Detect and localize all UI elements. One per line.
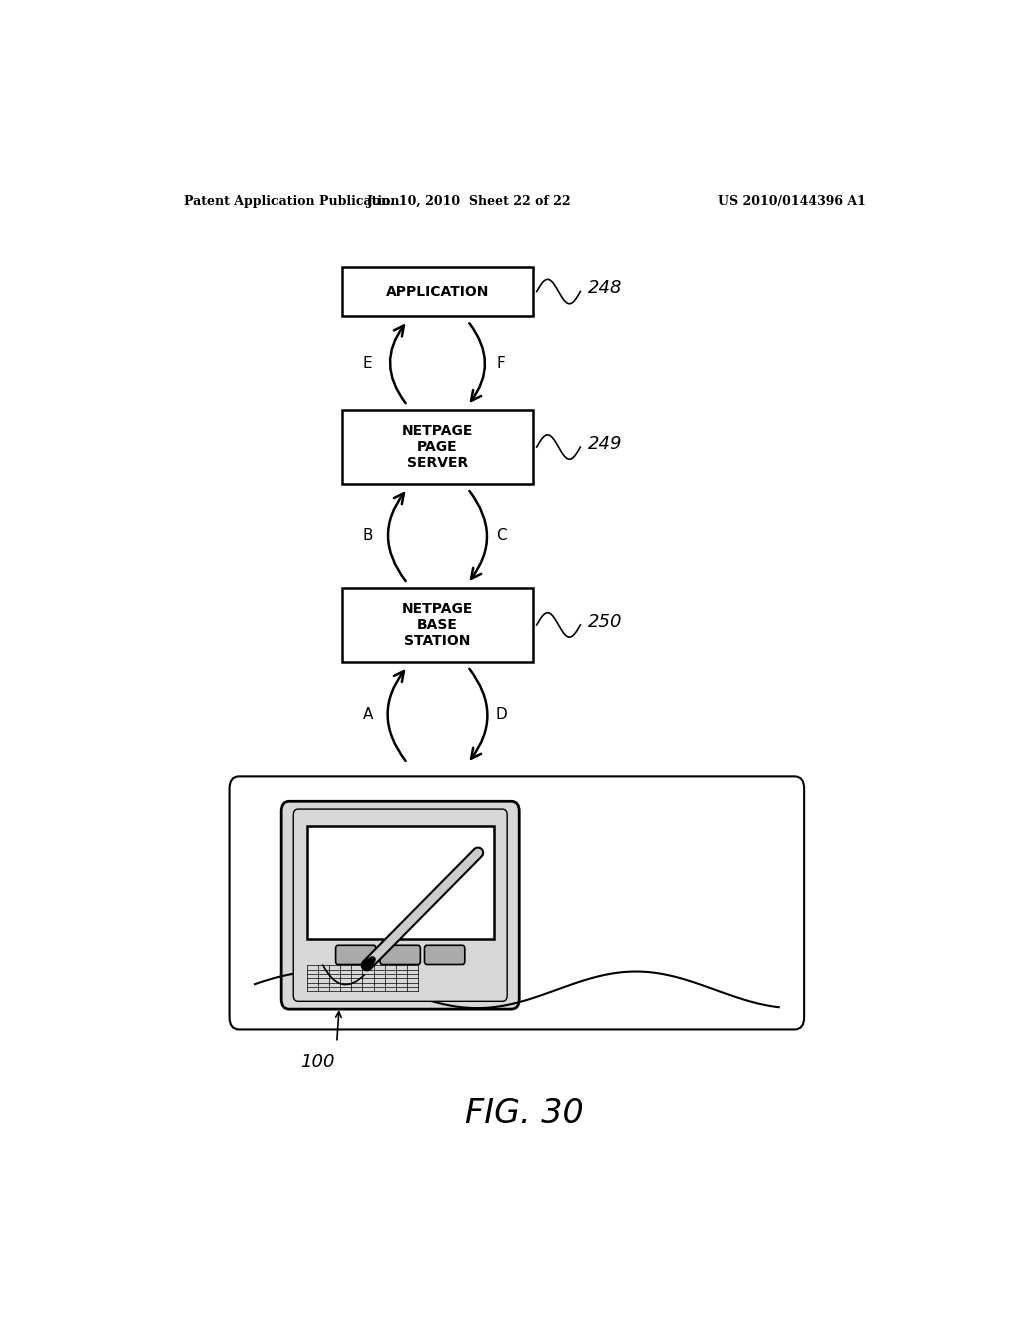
- Text: 100: 100: [300, 1053, 334, 1071]
- FancyBboxPatch shape: [229, 776, 804, 1030]
- Text: NETPAGE
BASE
STATION: NETPAGE BASE STATION: [401, 602, 473, 648]
- FancyBboxPatch shape: [425, 945, 465, 965]
- FancyBboxPatch shape: [307, 826, 494, 939]
- FancyBboxPatch shape: [282, 801, 519, 1008]
- Text: 250: 250: [588, 612, 623, 631]
- Text: Patent Application Publication: Patent Application Publication: [183, 194, 399, 207]
- Text: B: B: [362, 528, 373, 544]
- Text: NETPAGE
PAGE
SERVER: NETPAGE PAGE SERVER: [401, 424, 473, 470]
- Text: FIG. 30: FIG. 30: [466, 1097, 584, 1130]
- Text: F: F: [497, 355, 506, 371]
- Text: D: D: [496, 708, 507, 722]
- Text: 249: 249: [588, 436, 623, 453]
- FancyBboxPatch shape: [336, 945, 376, 965]
- FancyBboxPatch shape: [293, 809, 507, 1002]
- Text: E: E: [362, 355, 373, 371]
- FancyBboxPatch shape: [380, 945, 421, 965]
- Text: Jun. 10, 2010  Sheet 22 of 22: Jun. 10, 2010 Sheet 22 of 22: [367, 194, 571, 207]
- Text: 248: 248: [588, 280, 623, 297]
- Text: APPLICATION: APPLICATION: [386, 285, 489, 298]
- FancyBboxPatch shape: [342, 411, 532, 483]
- FancyBboxPatch shape: [342, 267, 532, 315]
- Text: US 2010/0144396 A1: US 2010/0144396 A1: [718, 194, 866, 207]
- Text: C: C: [496, 528, 506, 544]
- Text: A: A: [362, 708, 373, 722]
- FancyBboxPatch shape: [342, 589, 532, 661]
